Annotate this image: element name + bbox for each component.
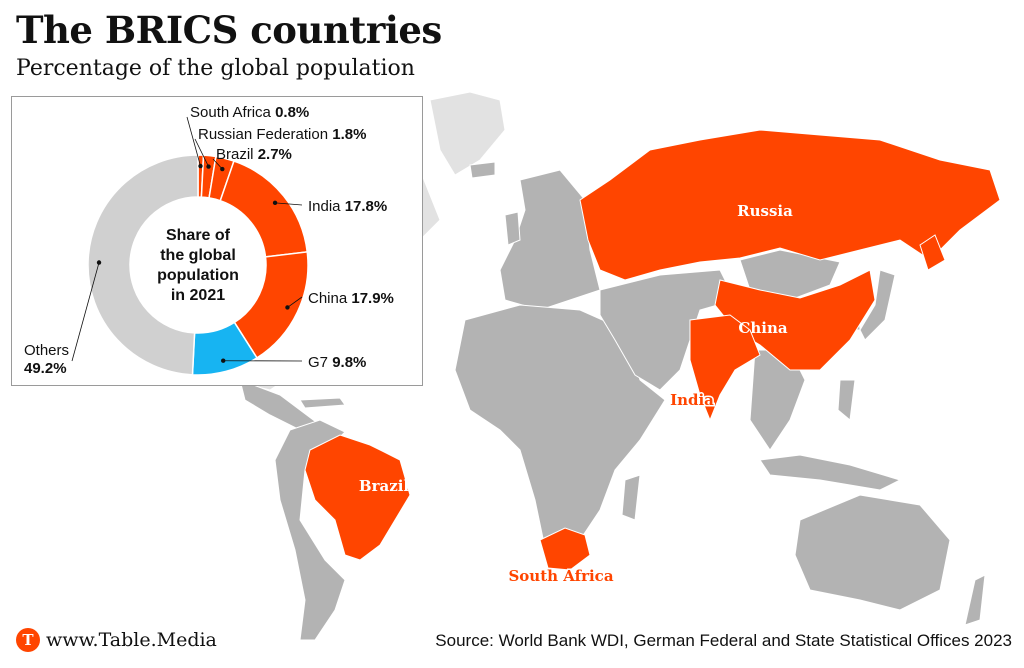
map-caribbean bbox=[299, 397, 346, 409]
donut-label-south-africa: South Africa 0.8% bbox=[190, 104, 309, 121]
donut-center-label-line: the global bbox=[160, 247, 236, 264]
page-title: The BRICS countries bbox=[16, 8, 442, 52]
map-madagascar bbox=[621, 474, 641, 521]
donut-label-china: China 17.9% bbox=[308, 290, 394, 307]
map-brics bbox=[304, 129, 1001, 571]
map-uk bbox=[504, 211, 521, 246]
map-india bbox=[689, 314, 761, 422]
leader-line-brazil bbox=[212, 158, 223, 170]
donut-label-india: India 17.8% bbox=[308, 198, 387, 215]
donut-label-russian-federation: Russian Federation 1.8% bbox=[198, 126, 366, 143]
map-label-brazil: Brazil bbox=[359, 477, 410, 495]
leader-line-india bbox=[275, 202, 303, 206]
donut-label-brazil: Brazil 2.7% bbox=[216, 146, 292, 163]
leader-line-others bbox=[71, 262, 100, 362]
map-australia bbox=[794, 494, 951, 611]
map-brazil bbox=[304, 434, 411, 561]
map-label-china: China bbox=[738, 319, 787, 337]
donut-chart-panel: Share of the global population in 2021 Sout… bbox=[11, 96, 423, 386]
map-japan bbox=[859, 269, 896, 341]
map-indonesia bbox=[759, 454, 902, 491]
map-greenland bbox=[429, 91, 506, 176]
donut-slice-others bbox=[87, 154, 199, 376]
map-label-india: India bbox=[670, 391, 714, 409]
map-middle-east bbox=[599, 269, 736, 391]
table-media-logo: T bbox=[16, 628, 40, 652]
footer-site-link[interactable]: www.Table.Media bbox=[46, 629, 217, 651]
leader-line-russian-federation bbox=[194, 138, 209, 167]
leader-line-south-africa bbox=[186, 116, 201, 167]
map-philippines bbox=[837, 379, 856, 421]
map-label-russia: Russia bbox=[737, 202, 793, 220]
page-subtitle: Percentage of the global population bbox=[16, 56, 415, 81]
donut-center-label-line: in 2021 bbox=[171, 287, 225, 304]
map-new-zealand bbox=[964, 574, 986, 626]
donut-center-label-line: Share of bbox=[166, 227, 231, 244]
donut-center-label-line: population bbox=[157, 267, 239, 284]
donut-slice-india bbox=[219, 160, 309, 258]
donut-label-g7: G7 9.8% bbox=[308, 354, 366, 371]
footer-source: Source: World Bank WDI, German Federal a… bbox=[435, 631, 1012, 650]
map-russia-kamchatka bbox=[919, 234, 946, 271]
map-iceland bbox=[469, 161, 496, 179]
donut-label-others: Others 49.2% bbox=[24, 342, 69, 377]
donut-chart: Share of the global population in 2021 Sout… bbox=[24, 104, 394, 377]
leader-line-china bbox=[287, 296, 303, 308]
leader-dot-india bbox=[272, 200, 278, 206]
map-label-south-africa: South Africa bbox=[508, 567, 613, 585]
map-south-africa bbox=[539, 527, 591, 571]
map-labels: Russia China India Brazil South Africa bbox=[359, 202, 793, 587]
